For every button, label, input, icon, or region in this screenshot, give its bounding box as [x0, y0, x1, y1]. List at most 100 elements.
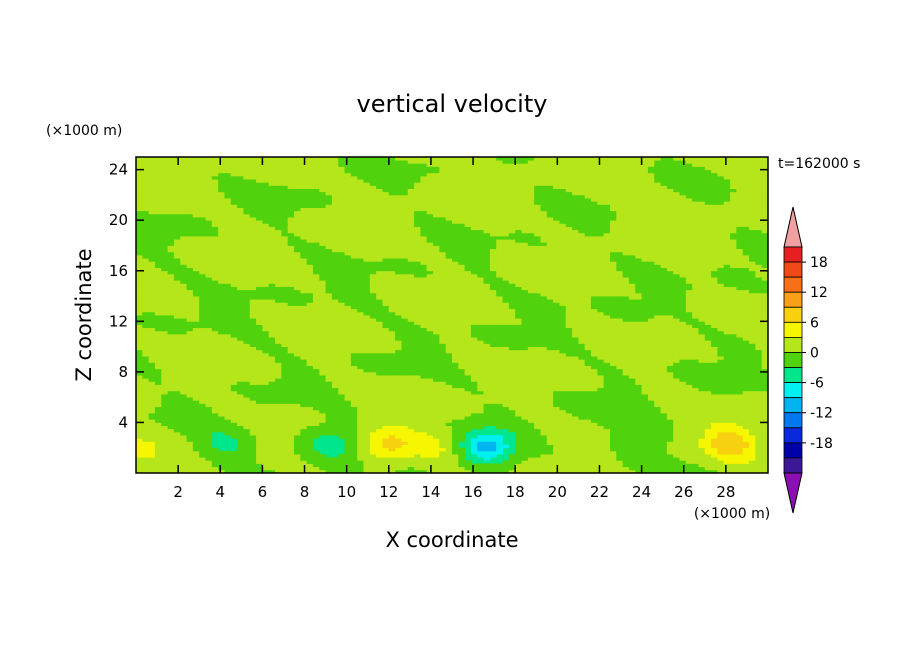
heatmap-cell	[338, 217, 345, 221]
heatmap-cell	[388, 435, 396, 439]
heatmap-cell	[395, 444, 402, 449]
heatmap-cell	[357, 466, 364, 471]
heatmap-cell	[180, 315, 187, 319]
heatmap-cell	[243, 254, 251, 259]
heatmap-cell	[350, 267, 358, 272]
heatmap-cell	[414, 438, 421, 442]
heatmap-cell	[211, 365, 219, 370]
heatmap-cell	[268, 397, 276, 401]
heatmap-cell	[249, 362, 257, 366]
heatmap-cell	[256, 378, 263, 382]
heatmap-cell	[439, 220, 447, 224]
heatmap-cell	[357, 352, 364, 357]
heatmap-cell	[357, 264, 364, 268]
heatmap-cell	[199, 223, 206, 227]
heatmap-cell	[452, 454, 459, 458]
heatmap-cell	[325, 378, 333, 382]
heatmap-cell	[306, 254, 314, 259]
heatmap-cell	[192, 371, 200, 376]
heatmap-cell	[192, 258, 200, 262]
heatmap-cell	[230, 352, 238, 357]
heatmap-cell	[401, 422, 409, 426]
heatmap-cell	[445, 359, 453, 363]
heatmap-cell	[344, 273, 352, 278]
heatmap-cell	[433, 270, 440, 275]
heatmap-cell	[306, 283, 314, 287]
heatmap-cell	[249, 359, 257, 363]
heatmap-cell	[420, 175, 428, 180]
heatmap-cell	[426, 175, 434, 180]
heatmap-cell	[319, 191, 326, 196]
heatmap-cell	[388, 172, 396, 177]
heatmap-cell	[395, 412, 402, 417]
heatmap-cell	[211, 210, 219, 215]
heatmap-cell	[357, 273, 364, 278]
heatmap-cell	[243, 296, 251, 300]
heatmap-cell	[395, 438, 402, 442]
heatmap-cell	[268, 428, 276, 433]
heatmap-cell	[237, 333, 244, 338]
heatmap-cell	[294, 305, 301, 310]
heatmap-cell	[249, 280, 257, 284]
heatmap-cell	[237, 394, 244, 398]
heatmap-cell	[142, 460, 150, 464]
heatmap-cell	[325, 308, 333, 313]
heatmap-cell	[331, 232, 339, 237]
heatmap-cell	[414, 239, 421, 243]
heatmap-cell	[136, 210, 143, 215]
heatmap-cell	[363, 232, 371, 237]
heatmap-cell	[294, 236, 301, 240]
heatmap-cell	[294, 277, 301, 281]
heatmap-cell	[199, 229, 206, 234]
heatmap-cell	[211, 340, 219, 344]
heatmap-cell	[205, 431, 213, 436]
heatmap-cell	[319, 185, 326, 189]
heatmap-cell	[161, 327, 168, 332]
heatmap-cell	[142, 469, 150, 474]
heatmap-cell	[262, 419, 270, 423]
heatmap-cell	[205, 416, 213, 420]
heatmap-cell	[363, 346, 371, 351]
heatmap-cell	[192, 242, 200, 246]
heatmap-cell	[180, 466, 187, 471]
heatmap-cell	[230, 242, 238, 246]
heatmap-cell	[300, 403, 308, 408]
heatmap-cell	[136, 454, 143, 458]
heatmap-cell	[401, 191, 409, 196]
heatmap-cell	[180, 343, 187, 347]
heatmap-cell	[161, 217, 168, 221]
heatmap-cell	[243, 273, 251, 278]
heatmap-cell	[167, 191, 175, 196]
heatmap-cell	[224, 292, 232, 297]
heatmap-cell	[331, 311, 339, 316]
heatmap-cell	[237, 292, 244, 297]
heatmap-cell	[414, 362, 421, 366]
heatmap-cell	[338, 270, 345, 275]
heatmap-cell	[237, 267, 244, 272]
heatmap-cell	[287, 204, 295, 208]
heatmap-cell	[306, 438, 314, 442]
heatmap-cell	[382, 305, 390, 310]
heatmap-cell	[281, 371, 289, 376]
heatmap-cell	[281, 305, 289, 310]
heatmap-cell	[294, 390, 301, 395]
heatmap-cell	[401, 431, 409, 436]
heatmap-cell	[205, 204, 213, 208]
heatmap-cell	[306, 409, 314, 414]
heatmap-cell	[268, 457, 276, 461]
heatmap-cell	[281, 321, 289, 325]
heatmap-cell	[154, 315, 162, 319]
heatmap-cell	[376, 277, 383, 281]
heatmap-cell	[439, 444, 447, 449]
heatmap-cell	[192, 400, 200, 404]
heatmap-cell	[148, 210, 156, 215]
heatmap-cell	[167, 175, 175, 180]
heatmap-cell	[325, 267, 333, 272]
heatmap-cell	[256, 327, 263, 332]
heatmap-cell	[192, 169, 200, 174]
heatmap-cell	[414, 182, 421, 186]
heatmap-cell	[161, 172, 168, 177]
heatmap-cell	[275, 387, 282, 392]
heatmap-cell	[382, 330, 390, 335]
heatmap-cell	[205, 264, 213, 268]
